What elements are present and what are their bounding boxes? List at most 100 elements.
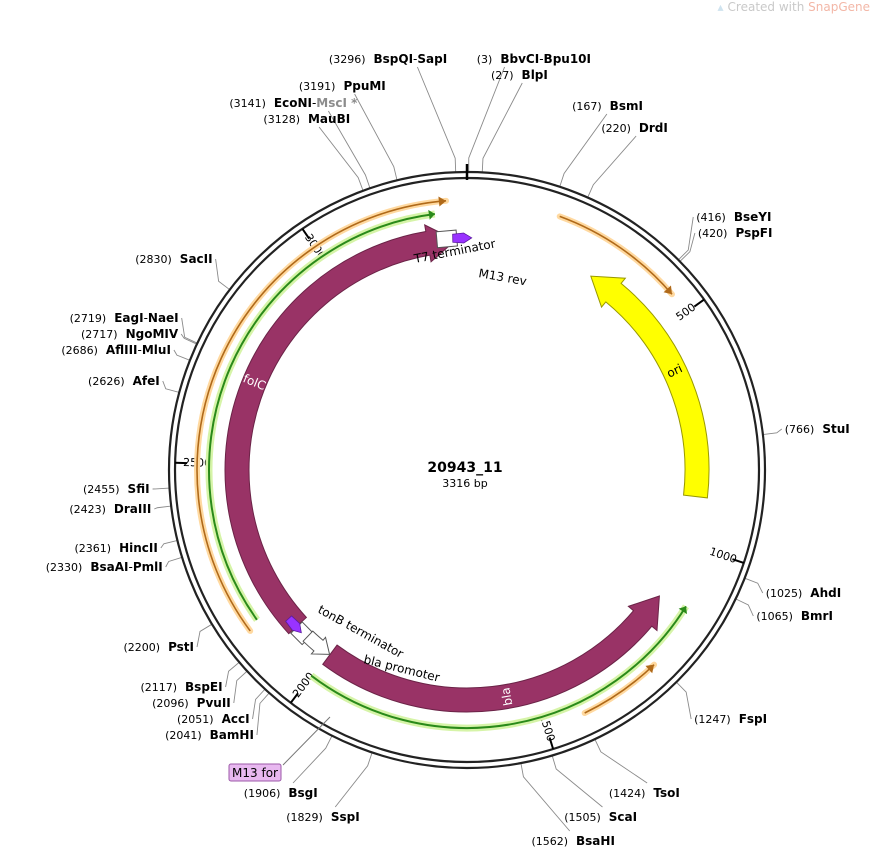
enzyme-position: (2455) <box>83 483 120 496</box>
enzyme-name[interactable]: PstI <box>168 640 194 654</box>
enzyme-position: (1562) <box>531 835 568 848</box>
enzyme-leader-line <box>482 83 522 172</box>
tick-label: 1000 <box>708 545 739 566</box>
enzyme-site-fspi: (1247) FspI <box>694 712 767 726</box>
enzyme-position: (1247) <box>694 713 731 726</box>
enzyme-name[interactable]: TsoI <box>653 786 679 800</box>
snapgene-watermark: ▴Created with SnapGene <box>718 0 870 14</box>
enzyme-site-sfii: (2455) SfiI <box>83 482 150 496</box>
enzyme-position: (2041) <box>165 729 202 742</box>
enzyme-site-bbvci: (3)BbvCI - Bpu10I <box>477 52 591 66</box>
enzyme-name-secondary[interactable]: Bpu10I <box>544 52 591 66</box>
enzyme-position: (2051) <box>177 713 214 726</box>
enzyme-name[interactable]: BspEI <box>185 680 223 694</box>
enzyme-site-econi: (3141)EcoNI - MscI * <box>229 96 358 110</box>
enzyme-name[interactable]: AflIII <box>106 343 138 357</box>
enzyme-site-bsgi: (1906) BsgI <box>244 786 318 800</box>
enzyme-name[interactable]: PspFI <box>735 226 772 240</box>
enzyme-position: (2096) <box>152 697 189 710</box>
enzyme-site-maubi: (3128)MauBI <box>263 112 350 126</box>
enzyme-position: (2200) <box>123 641 160 654</box>
enzyme-name[interactable]: NgoMIV <box>126 327 179 341</box>
enzyme-site-bspqi: (3296)BspQI - SapI <box>329 52 447 66</box>
enzyme-name[interactable]: BsgI <box>288 786 317 800</box>
enzyme-leader-line <box>680 233 695 261</box>
enzyme-name[interactable]: FspI <box>739 712 767 726</box>
enzyme-name[interactable]: BseYI <box>734 210 772 224</box>
enzyme-site-hincii: (2361)HincII <box>75 541 158 555</box>
enzyme-site-stui: (766) StuI <box>785 422 850 436</box>
enzyme-name[interactable]: EcoNI <box>274 96 312 110</box>
enzyme-site-draiii: (2423)DraIII <box>69 502 151 516</box>
enzyme-leader-line <box>154 506 171 509</box>
enzyme-site-tsoi: (1424) TsoI <box>609 786 680 800</box>
enzyme-name[interactable]: PvuII <box>197 696 231 710</box>
enzyme-name[interactable]: DraIII <box>114 502 151 516</box>
enzyme-name[interactable]: DrdI <box>639 121 668 135</box>
enzyme-position: (1065) <box>756 610 793 623</box>
enzyme-name[interactable]: MauBI <box>308 112 350 126</box>
enzyme-leader-line <box>676 682 691 719</box>
enzyme-name[interactable]: ScaI <box>609 810 637 824</box>
enzyme-position: (3141) <box>229 97 266 110</box>
enzyme-name[interactable]: HincII <box>119 541 158 555</box>
enzyme-leader-line <box>163 381 180 392</box>
enzyme-name-secondary[interactable]: NaeI <box>148 311 179 325</box>
primer-m13for-leader <box>283 717 330 765</box>
enzyme-name[interactable]: BbvCI <box>500 52 539 66</box>
enzyme-position: (766) <box>785 423 815 436</box>
enzyme-site-drdi: (220) DrdI <box>601 121 668 135</box>
feature-m13rev-label: M13 rev <box>477 266 527 288</box>
enzyme-site-psti: (2200) PstI <box>123 640 194 654</box>
enzyme-position: (1906) <box>244 787 281 800</box>
enzyme-position: (3191) <box>299 80 336 93</box>
enzyme-name[interactable]: AccI <box>222 712 250 726</box>
enzyme-site-bsaai: (2330)BsaAI - PmlI <box>46 560 163 574</box>
enzyme-position: (1424) <box>609 787 646 800</box>
enzyme-leader-line <box>182 318 198 343</box>
enzyme-leader-line <box>153 488 170 489</box>
enzyme-name[interactable]: AfeI <box>133 374 160 388</box>
enzyme-site-bamhi: (2041) BamHI <box>165 728 254 742</box>
enzyme-site-pspfi: (420)PspFI <box>698 226 773 240</box>
enzyme-site-blpi: (27) BlpI <box>491 68 548 82</box>
enzyme-name[interactable]: BsmI <box>610 99 643 113</box>
enzyme-position: (3) <box>477 53 493 66</box>
enzyme-name[interactable]: SspI <box>331 810 360 824</box>
enzyme-position: (167) <box>572 100 602 113</box>
enzyme-name[interactable]: AhdI <box>810 586 841 600</box>
enzyme-name[interactable]: BamHI <box>210 728 254 742</box>
enzyme-site-acci: (2051) AccI <box>177 712 250 726</box>
tick-label: 500 <box>674 301 699 324</box>
enzyme-leader-line <box>763 429 782 435</box>
enzyme-name[interactable]: SfiI <box>128 482 150 496</box>
enzyme-site-ngomiv: (2717)NgoMIV <box>81 327 179 341</box>
enzyme-position: (1025) <box>766 587 803 600</box>
enzyme-name[interactable]: SacII <box>180 252 213 266</box>
enzyme-position: (27) <box>491 69 514 82</box>
primer-m13for-text: M13 for <box>232 766 278 780</box>
enzyme-site-sacii: (2830) SacII <box>135 252 212 266</box>
enzyme-name-secondary[interactable]: MluI <box>142 343 171 357</box>
enzyme-name[interactable]: BlpI <box>522 68 548 82</box>
enzyme-name[interactable]: BmrI <box>801 609 833 623</box>
enzyme-name-secondary[interactable]: SapI <box>417 52 447 66</box>
watermark-brand: SnapGene <box>808 0 870 14</box>
enzyme-position: (2830) <box>135 253 172 266</box>
enzyme-name[interactable]: PpuMI <box>343 79 385 93</box>
enzyme-leader-line <box>745 578 763 593</box>
enzyme-name[interactable]: BsaHI <box>576 834 615 848</box>
enzyme-leader-line <box>216 259 230 290</box>
enzyme-name[interactable]: BspQI <box>373 52 413 66</box>
enzyme-position: (2330) <box>46 561 83 574</box>
enzyme-position: (220) <box>601 122 631 135</box>
enzyme-leader-line <box>678 217 693 260</box>
enzyme-site-ppumi: (3191) PpuMI <box>299 79 386 93</box>
enzyme-name-secondary[interactable]: PmlI <box>133 560 163 574</box>
enzyme-name-secondary[interactable]: MscI * <box>316 96 358 110</box>
enzyme-name[interactable]: StuI <box>822 422 849 436</box>
enzyme-leader-line <box>174 350 190 360</box>
enzyme-name[interactable]: EagI <box>114 311 143 325</box>
enzyme-name[interactable]: BsaAI <box>90 560 128 574</box>
